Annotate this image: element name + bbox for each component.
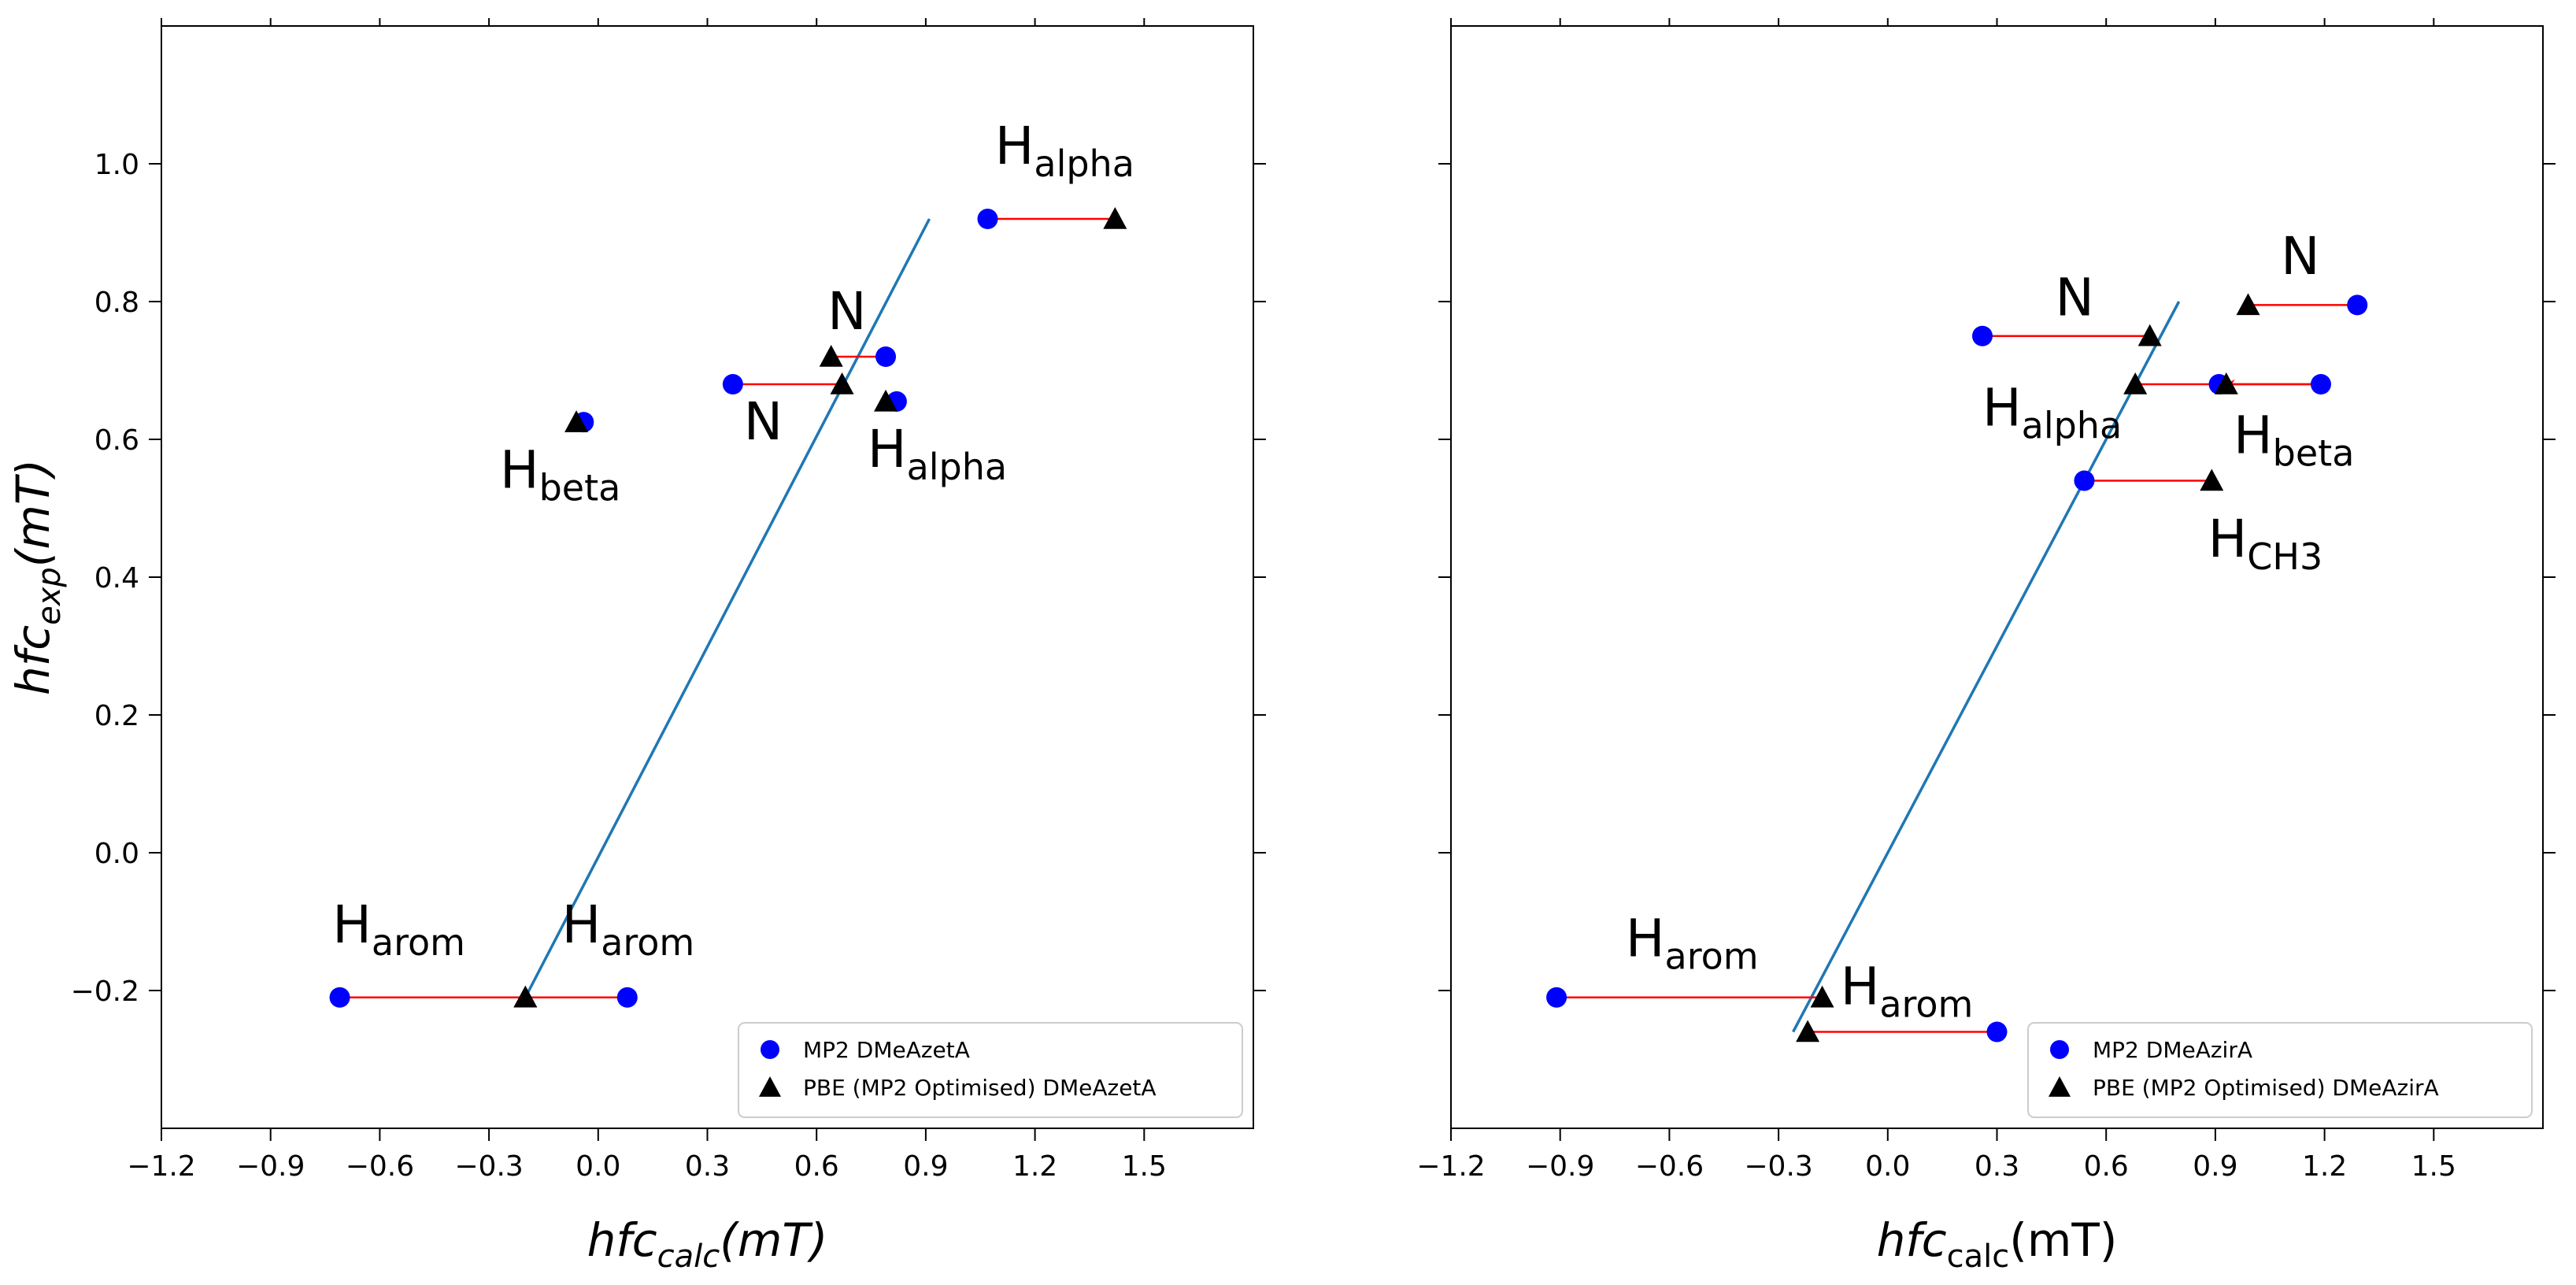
chart1-x-tick-label: −0.6 [346,1150,414,1183]
chart1-legend-box [738,1022,1243,1118]
chart1-legend-marker-triangle [759,1076,781,1097]
chart1-point-annotation: Harom [562,894,695,964]
chart1-x-tick-label: 0.6 [794,1150,839,1183]
chart1-fit-line [524,218,931,998]
chart2-x-tick-label: −0.6 [1635,1150,1704,1183]
chart2-mp2-point [2347,294,2368,316]
chart1-x-tick-label: −0.3 [454,1150,523,1183]
chart1-mp2-point [875,346,897,367]
chart2-legend-label: PBE (MP2 Optimised) DMeAzirA [2093,1075,2439,1101]
chart2-point-annotation: N [2281,226,2319,287]
chart2-pbe-point [2214,372,2238,394]
chart2-x-tick-label: 1.5 [2411,1150,2456,1183]
chart2-x-tick-label: −0.9 [1526,1150,1594,1183]
chart2-point-annotation: HCH3 [2208,509,2323,578]
right-chart-panel: −1.2 −0.9 −0.6 −0.3 0.0 0.3 0.6 0.9 1.2 1.5 Harom H… [1416,18,2556,1275]
chart1-point-annotation: Harom [332,894,465,964]
chart2-x-tick-label: −1.2 [1416,1150,1485,1183]
chart2-mp2-point [2074,470,2095,491]
chart1-pbe-point [1103,207,1127,229]
chart1-mp2-point [329,987,350,1008]
chart2-point-annotation: N [2055,268,2093,328]
chart2-legend-marker-circle [2050,1040,2069,1059]
chart2-legend-label: MP2 DMeAzirA [2093,1037,2252,1063]
chart1-y-tick-label: 0.0 [94,838,139,870]
chart2-point-annotation: Harom [1841,957,1974,1026]
chart2-point-annotation: Harom [1626,908,1759,977]
chart2-point-annotation: Halpha [1982,378,2122,447]
chart1-mp2-point [616,987,638,1008]
chart1-x-tick-label: −1.2 [127,1150,195,1183]
chart1-point-annotation: N [827,281,866,342]
chart1-pbe-point [830,372,854,394]
chart2-mp2-point [1986,1021,2008,1042]
chart1-legend: MP2 DMeAzetA PBE (MP2 Optimised) DMeAzetA [738,1022,1243,1118]
chart2-point-annotation: Hbeta [2234,405,2354,475]
chart2-pbe-point [1810,985,1834,1008]
chart1-x-tick-label: 0.3 [685,1150,730,1183]
chart1-legend-label: PBE (MP2 Optimised) DMeAzetA [803,1075,1157,1101]
chart2-mp2-point [2310,374,2331,394]
chart2-legend-marker-triangle [2049,1076,2071,1097]
chart1-x-tick-label: 0.0 [576,1150,620,1183]
chart1-plot-frame [161,25,1254,1129]
chart2-mp2-point [1546,987,1567,1008]
chart1-point-annotation: Hbeta [500,439,620,509]
chart1-legend-label: MP2 DMeAzetA [803,1037,970,1063]
chart1-legend-marker-circle [761,1040,779,1059]
chart2-legend: MP2 DMeAzirA PBE (MP2 Optimised) DMeAzirA [2027,1022,2533,1118]
chart1-point-annotation: Halpha [868,419,1007,488]
chart2-x-tick-label: −0.3 [1744,1150,1812,1183]
chart2-legend-box [2027,1022,2533,1118]
chart2-plot-frame [1450,25,2544,1129]
chart2-pbe-point [2236,293,2260,316]
chart2-x-tick-label: 0.9 [2193,1150,2237,1183]
chart1-x-tick-label: −0.9 [236,1150,305,1183]
chart1-pbe-point [874,389,898,412]
chart1-y-tick-label: −0.2 [71,976,139,1008]
chart1-y-tick-label: 1.0 [94,149,139,181]
chart2-pbe-point [1796,1020,1820,1042]
chart1-point-annotation: N [744,391,783,452]
chart1-pbe-point [819,345,843,367]
chart2-pbe-point [2123,372,2148,394]
chart1-y-tick-label: 0.2 [94,700,139,732]
chart1-x-tick-label: 0.9 [903,1150,948,1183]
chart2-pbe-point [2200,468,2224,491]
chart1-mp2-point [977,209,998,229]
chart1-x-axis-title: hfccalc(mT) [587,1213,828,1275]
left-chart-panel: −1.2 −0.9 −0.6 −0.3 0.0 0.3 0.6 0.9 1.2 1.5 −0.2 0.… [6,18,1266,1275]
chart1-y-axis-title: hfcexp(mT) [6,459,68,695]
chart1-y-tick-label: 0.6 [94,424,139,457]
chart1-x-tick-label: 1.2 [1012,1150,1057,1183]
chart1-x-tick-label: 1.5 [1122,1150,1167,1183]
chart1-mp2-point [722,374,743,394]
chart2-x-tick-label: 0.0 [1865,1150,1910,1183]
chart1-pbe-point [564,410,589,432]
chart1-pbe-point [513,985,538,1008]
chart2-pbe-point [2137,324,2162,346]
chart2-x-axis-title: hfccalc(mT) [1877,1213,2118,1275]
chart2-x-tick-label: 0.6 [2084,1150,2129,1183]
chart2-fit-line [1792,301,2181,1033]
chart1-y-tick-label: 0.8 [94,287,139,319]
chart2-x-tick-label: 0.3 [1975,1150,2019,1183]
chart1-point-annotation: Halpha [995,116,1134,185]
chart2-mp2-point [1972,325,1993,346]
chart1-y-tick-label: 0.4 [94,562,139,594]
chart2-x-tick-label: 1.2 [2302,1150,2347,1183]
